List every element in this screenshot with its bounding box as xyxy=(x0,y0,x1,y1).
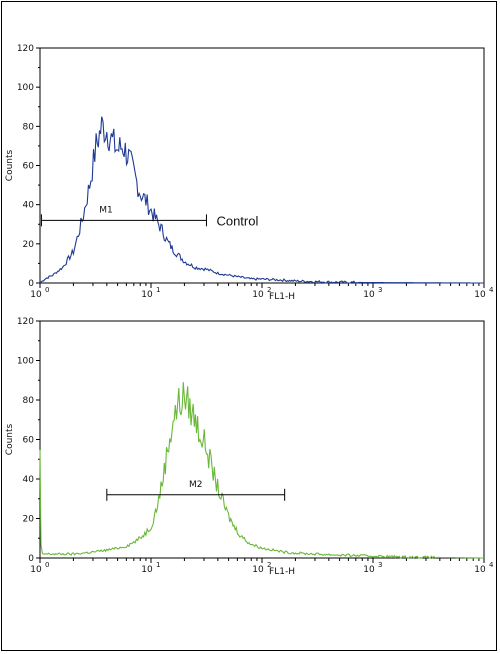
x-axis-title: FL1-H xyxy=(269,567,295,577)
control-annotation: Control xyxy=(216,213,258,228)
marker-label: M1 xyxy=(99,205,113,215)
x-tick-exponent: 0 xyxy=(45,286,49,294)
x-tick-exponent: 1 xyxy=(156,286,160,294)
plot-area xyxy=(39,320,485,559)
x-tick-exponent: 3 xyxy=(378,286,382,294)
y-tick-label: 0 xyxy=(28,554,34,564)
x-tick-label: 10 xyxy=(30,290,42,300)
y-tick-label: 40 xyxy=(23,475,35,485)
x-tick-exponent: 4 xyxy=(489,286,494,294)
x-tick-label: 10 xyxy=(363,290,375,300)
x-tick-label: 10 xyxy=(474,565,486,575)
y-axis-title: Counts xyxy=(5,149,15,181)
y-axis-title: Counts xyxy=(5,423,15,455)
y-tick-label: 80 xyxy=(23,396,35,406)
y-tick-label: 60 xyxy=(23,162,35,172)
x-tick-exponent: 0 xyxy=(45,561,49,569)
y-tick-label: 120 xyxy=(17,44,34,54)
y-tick-label: 100 xyxy=(17,357,34,367)
x-tick-label: 10 xyxy=(141,565,153,575)
marker-label: M2 xyxy=(189,480,203,490)
x-tick-label: 10 xyxy=(141,290,153,300)
y-tick-label: 100 xyxy=(17,83,34,93)
y-tick-label: 20 xyxy=(23,240,35,250)
histogram-series-line xyxy=(39,116,484,284)
x-tick-label: 10 xyxy=(252,290,264,300)
plot-area xyxy=(39,47,485,284)
x-tick-exponent: 2 xyxy=(267,286,271,294)
y-tick-label: 80 xyxy=(23,122,35,132)
y-tick-label: 40 xyxy=(23,201,35,211)
x-axis-title: FL1-H xyxy=(269,292,295,302)
y-tick-label: 0 xyxy=(28,279,34,289)
x-tick-label: 10 xyxy=(252,565,264,575)
y-tick-label: 20 xyxy=(23,515,35,525)
x-tick-exponent: 2 xyxy=(267,561,271,569)
x-tick-label: 10 xyxy=(363,565,375,575)
histogram-series-line xyxy=(39,382,484,559)
x-tick-exponent: 4 xyxy=(489,561,494,569)
x-tick-exponent: 3 xyxy=(378,561,382,569)
x-tick-exponent: 1 xyxy=(156,561,160,569)
y-tick-label: 120 xyxy=(17,317,34,327)
x-tick-label: 10 xyxy=(474,290,486,300)
x-tick-label: 10 xyxy=(30,565,42,575)
y-tick-label: 60 xyxy=(23,436,35,446)
